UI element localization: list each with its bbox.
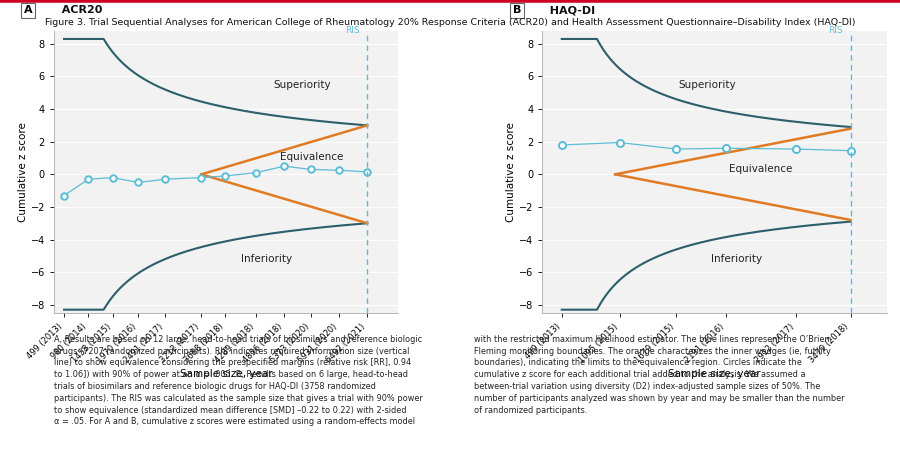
Text: Figure 3. Trial Sequential Analyses for American College of Rheumatology 20% Res: Figure 3. Trial Sequential Analyses for … — [45, 18, 855, 27]
Text: HAQ-DI: HAQ-DI — [543, 5, 596, 15]
Text: Inferiority: Inferiority — [711, 255, 762, 264]
Point — [843, 147, 858, 155]
Text: Equivalence: Equivalence — [729, 164, 792, 174]
Text: ACR20: ACR20 — [54, 5, 103, 15]
Point — [360, 168, 374, 176]
Point — [718, 145, 733, 152]
Point — [612, 139, 626, 146]
Text: Superiority: Superiority — [679, 80, 736, 90]
Text: Superiority: Superiority — [273, 80, 330, 90]
Text: RIS: RIS — [828, 26, 842, 35]
X-axis label: Sample size, year: Sample size, year — [668, 369, 760, 379]
Text: Inferiority: Inferiority — [241, 255, 292, 264]
Text: with the restricted maximum likelihood estimator. The blue lines represent the O: with the restricted maximum likelihood e… — [474, 335, 845, 415]
Point — [105, 174, 120, 182]
Point — [554, 141, 569, 149]
Text: Equivalence: Equivalence — [280, 153, 344, 163]
Text: A: A — [24, 5, 32, 15]
Text: RIS: RIS — [345, 26, 360, 35]
Point — [131, 179, 146, 186]
Point — [218, 172, 232, 180]
Text: B: B — [512, 5, 521, 15]
Point — [332, 166, 347, 174]
Point — [248, 169, 263, 176]
Point — [788, 145, 803, 153]
Y-axis label: Cumulative z score: Cumulative z score — [18, 122, 28, 222]
Point — [669, 145, 683, 153]
Point — [57, 191, 71, 199]
Point — [81, 175, 95, 183]
Y-axis label: Cumulative z score: Cumulative z score — [507, 122, 517, 222]
Text: A, Results are based on 12 large, head-to-head trials of biosimilars and referen: A, Results are based on 12 large, head-t… — [54, 335, 423, 427]
Point — [303, 165, 318, 173]
Point — [194, 174, 209, 182]
Point — [158, 175, 172, 183]
X-axis label: Sample size, year: Sample size, year — [180, 369, 273, 379]
Point — [277, 163, 292, 170]
